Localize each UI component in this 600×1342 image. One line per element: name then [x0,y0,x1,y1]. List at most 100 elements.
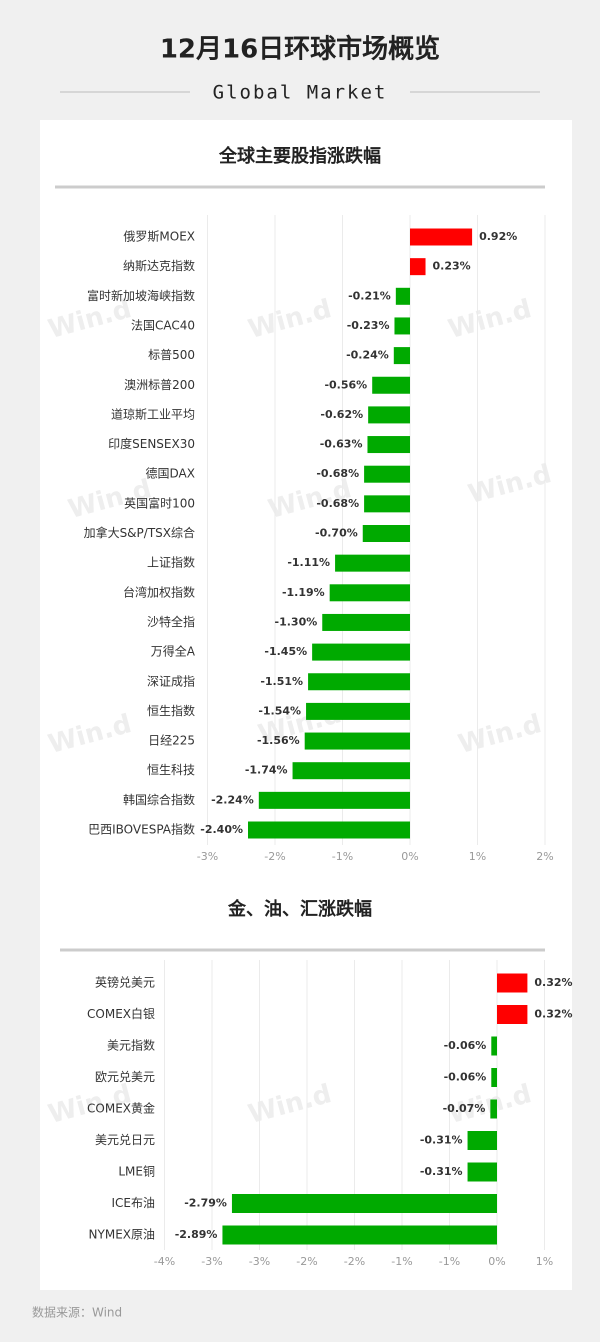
value-label: -2.24% [211,793,254,806]
value-label: -1.19% [282,586,325,599]
value-label: -0.07% [443,1102,486,1115]
category-label: COMEX黄金 [87,1101,155,1116]
category-label: 万得全A [151,644,196,659]
bar [367,436,410,454]
category-label: 俄罗斯MOEX [123,230,195,244]
value-label: -0.23% [347,319,390,332]
value-label: -1.45% [264,645,307,658]
x-tick-label: -2% [344,1255,365,1268]
value-label: -2.89% [175,1228,218,1241]
category-label: 加拿大S&P/TSX综合 [84,525,195,540]
category-label: 美元兑日元 [95,1133,155,1147]
bar [467,1131,497,1150]
value-label: -0.68% [316,467,359,480]
bar [308,673,410,691]
category-label: 欧元兑美元 [95,1070,155,1084]
card [40,120,572,1290]
value-label: -2.79% [184,1197,227,1210]
bar [372,376,410,394]
value-label: -0.06% [444,1039,487,1052]
x-tick-label: -1% [439,1255,460,1268]
category-label: 英国富时100 [124,495,195,510]
bar [329,584,410,602]
value-label: -0.21% [348,289,391,302]
value-label: -0.31% [420,1134,463,1147]
bar [222,1225,497,1245]
bar [393,347,410,365]
bar [491,1036,497,1056]
x-tick-label: -1% [391,1255,412,1268]
x-tick-label: -2% [296,1255,317,1268]
value-label: -1.56% [257,734,300,747]
x-tick-label: -3% [201,1255,222,1268]
x-tick-label: -1% [332,850,353,863]
category-label: ICE布油 [111,1196,155,1210]
category-label: 巴西IBOVESPA指数 [88,822,195,837]
value-label: 0.32% [534,1008,572,1021]
value-label: -0.63% [320,438,363,451]
bar [490,1099,497,1119]
value-label: -2.40% [200,823,243,836]
x-tick-label: 0% [401,850,418,863]
category-label: 英镑兑美元 [95,975,155,990]
bar [497,1005,528,1024]
category-label: 德国DAX [146,466,195,481]
bar [364,495,410,513]
x-tick-label: -3% [197,850,218,863]
value-label: -1.11% [287,556,330,569]
bar [335,554,410,572]
category-label: 恒生指数 [147,703,195,718]
category-label: NYMEX原油 [89,1228,155,1242]
bar [364,465,410,483]
x-tick-label: -4% [154,1255,175,1268]
footer: 数据来源：Wind [32,1305,122,1320]
category-label: 日经225 [148,734,195,748]
bar [312,643,410,661]
chart-title: 金、油、汇涨跌幅 [227,898,372,920]
category-label: 印度SENSEX30 [108,436,195,451]
category-label: 道琼斯工业平均 [111,406,195,421]
bar [306,702,410,720]
x-tick-label: 0% [488,1255,505,1268]
bar [467,1162,497,1182]
category-label: 美元指数 [107,1038,155,1053]
page-title: 12月16日环球市场概览 [160,34,440,65]
value-label: -1.74% [245,764,288,777]
value-label: -0.70% [315,527,358,540]
category-label: 台湾加权指数 [123,584,195,599]
value-label: -1.30% [275,615,318,628]
category-label: LME铜 [118,1164,155,1179]
category-label: 纳斯达克指数 [123,258,195,273]
bar [394,317,410,335]
bar [362,525,410,542]
category-label: 沙特全指 [147,614,195,629]
category-label: COMEX白银 [87,1006,155,1021]
value-label: 0.23% [433,260,471,273]
value-label: 0.32% [534,976,572,989]
value-label: -0.06% [444,1071,487,1084]
chart-title: 全球主要股指涨跌幅 [218,145,381,167]
bar [248,821,410,839]
bar [292,762,410,780]
category-label: 法国CAC40 [131,318,195,332]
category-label: 韩国综合指数 [123,792,195,807]
x-tick-label: 1% [469,850,486,863]
bar [322,613,410,631]
bar [491,1068,497,1087]
value-label: -0.62% [320,408,363,421]
bar [304,732,410,750]
category-label: 深证成指 [147,673,195,688]
value-label: -0.68% [316,497,359,510]
bar [395,287,410,305]
category-label: 澳洲标普200 [124,378,195,392]
bar [231,1194,497,1213]
bar [497,973,528,993]
x-tick-label: -2% [264,850,285,863]
x-tick-label: -3% [249,1255,270,1268]
value-label: -0.31% [420,1165,463,1178]
x-tick-label: 1% [536,1255,553,1268]
bar [258,791,410,809]
bar [410,228,473,246]
